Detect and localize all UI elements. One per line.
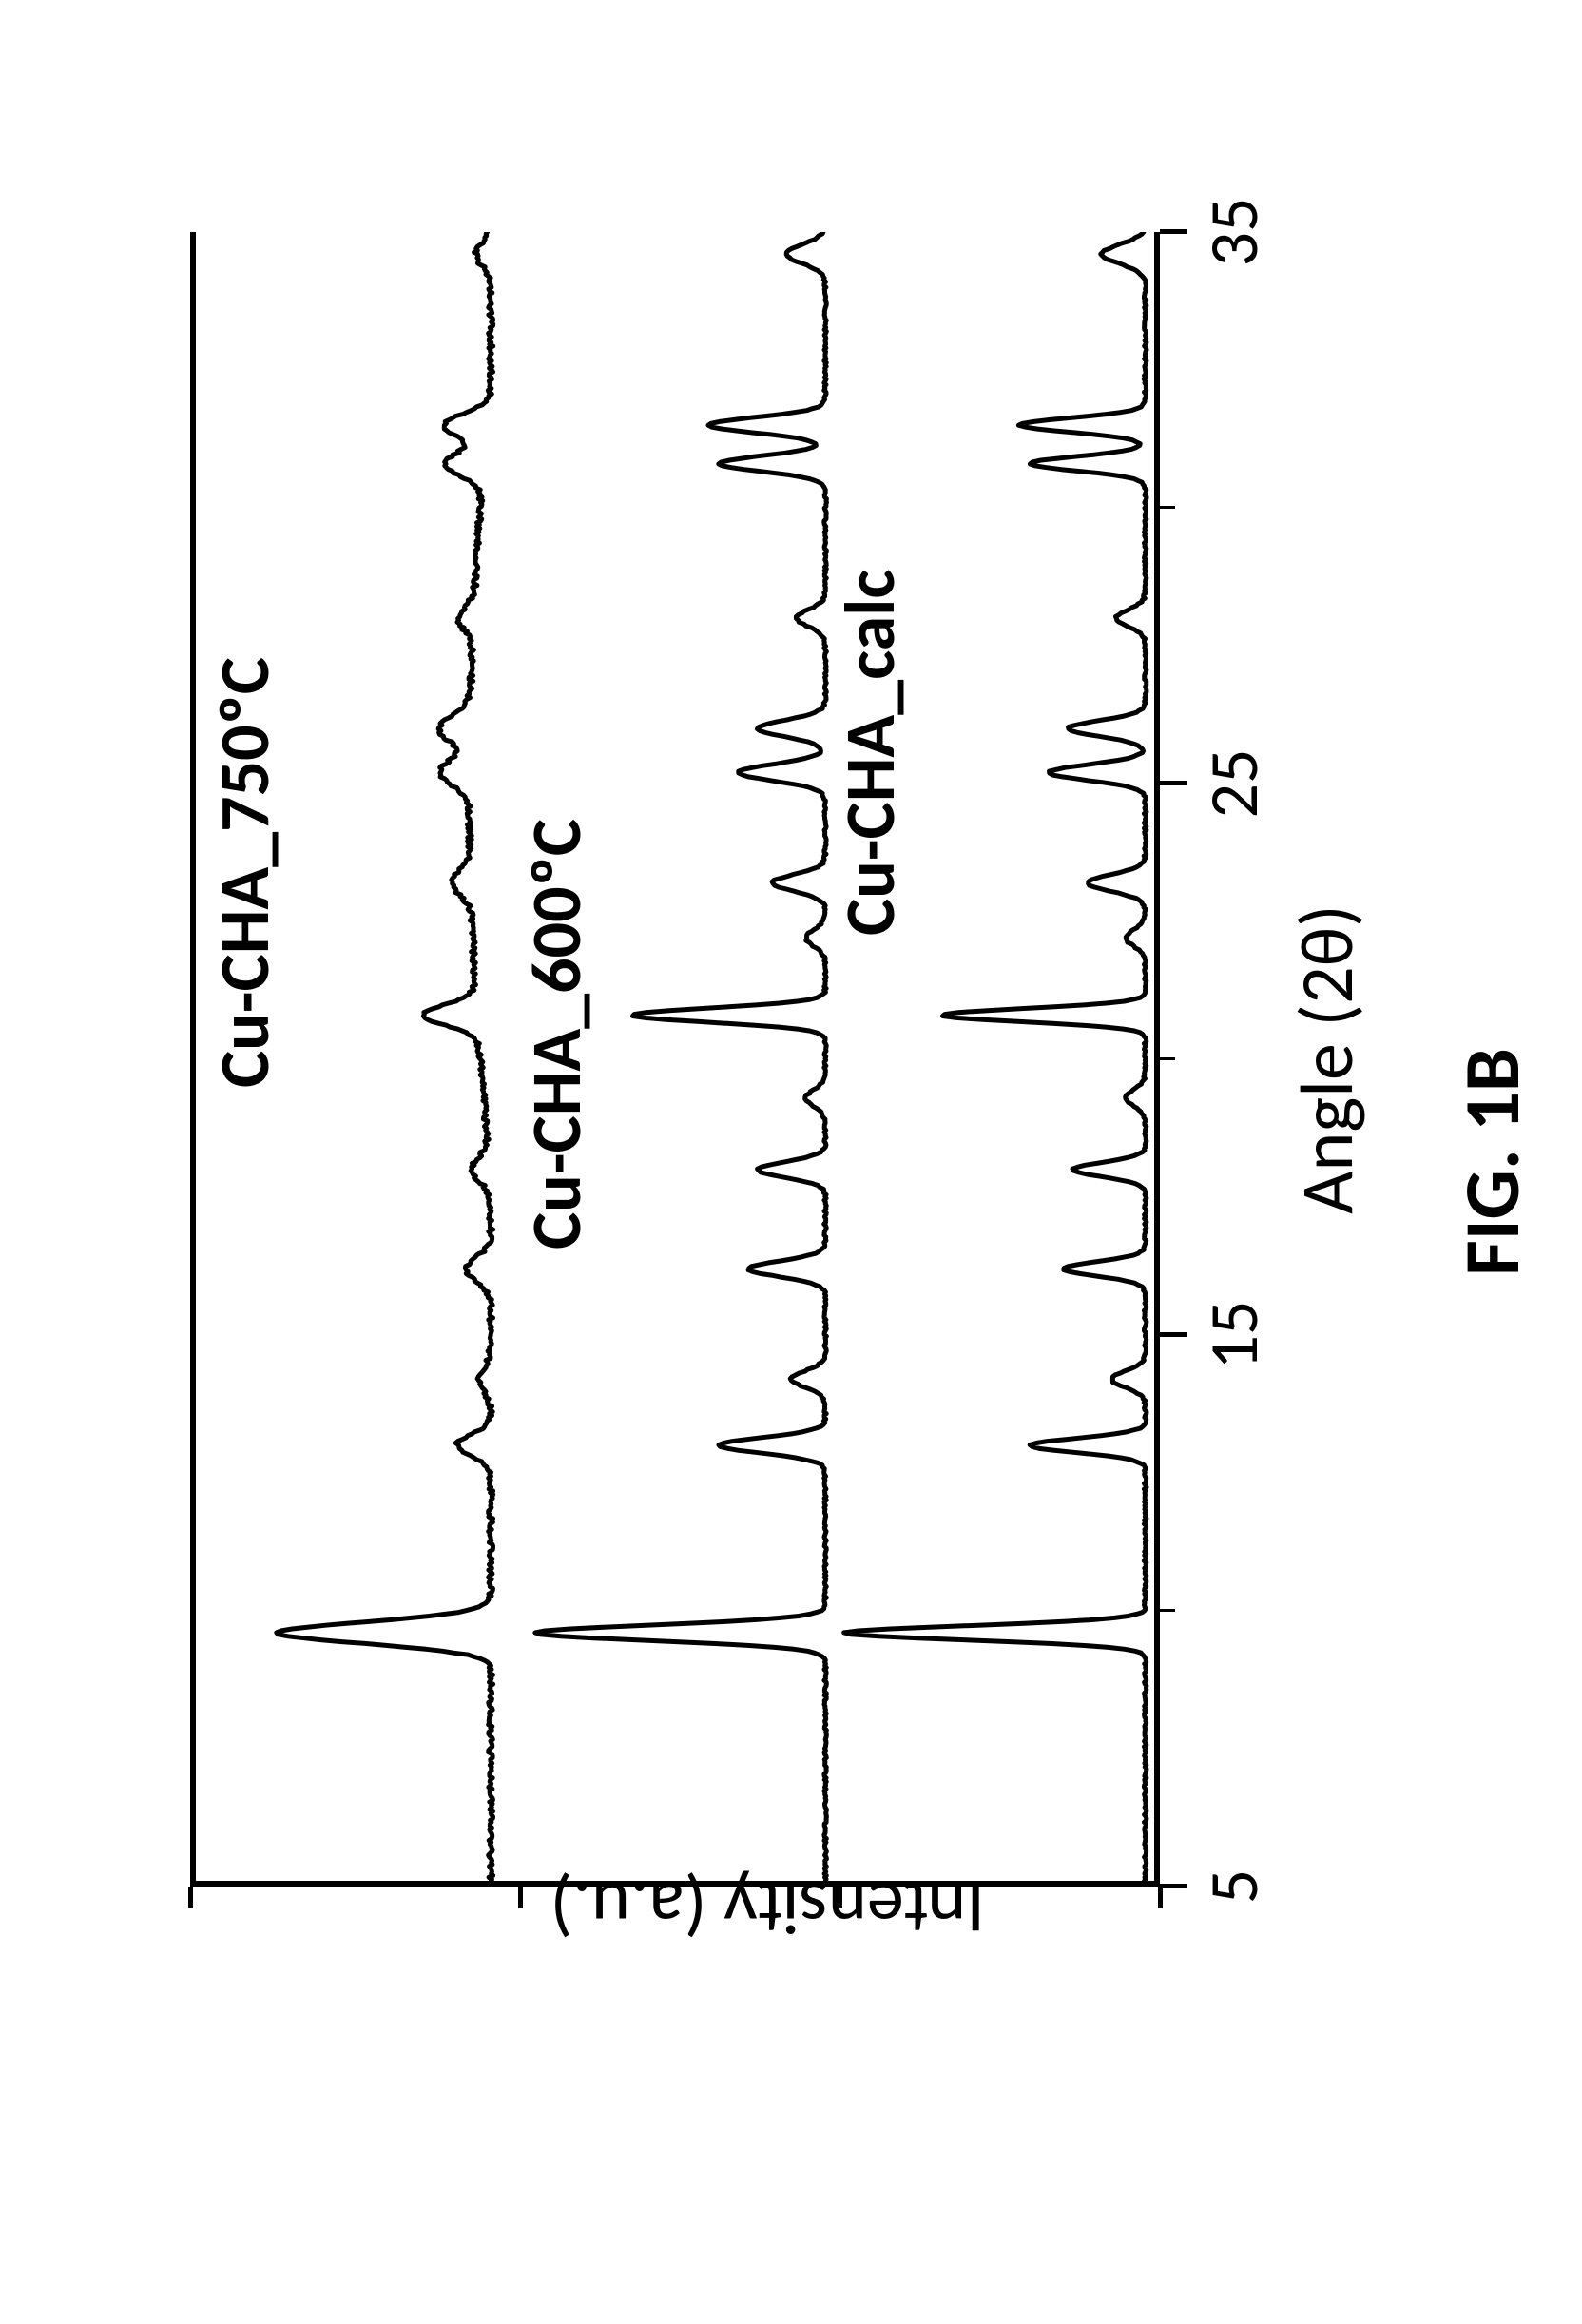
trace-Cu-CHA_calc bbox=[844, 232, 1147, 1887]
series-label-Cu-CHA_750ºC: Cu-CHA_750ºC bbox=[202, 657, 287, 1088]
ytick bbox=[188, 1887, 193, 1908]
trace-Cu-CHA_750ºC bbox=[277, 232, 493, 1887]
series-label-Cu-CHA_calc: Cu-CHA_calc bbox=[827, 570, 913, 936]
xtick-major bbox=[1160, 1332, 1186, 1337]
xtick-minor bbox=[1160, 506, 1175, 509]
xtick-label: 25 bbox=[1192, 749, 1276, 819]
xtick-major bbox=[1160, 781, 1186, 785]
xrd-traces-svg bbox=[190, 232, 1160, 1887]
y-axis-label: Intensity (a.u.) bbox=[550, 1863, 986, 1953]
xtick-minor bbox=[1160, 1609, 1175, 1612]
xtick-label: 15 bbox=[1192, 1301, 1276, 1370]
series-label-Cu-CHA_600ºC: Cu-CHA_600ºC bbox=[513, 819, 599, 1249]
ytick bbox=[838, 1887, 842, 1908]
rotated-canvas: Angle (2θ) Intensity (a.u.) FIG. 1B 5 15 2… bbox=[0, 0, 1582, 2324]
ytick bbox=[1158, 1887, 1163, 1908]
xtick-major bbox=[1160, 1884, 1186, 1888]
xtick-label: 5 bbox=[1192, 1869, 1276, 1905]
ytick bbox=[518, 1887, 523, 1908]
chart-area bbox=[190, 232, 1160, 1887]
x-axis-label: Angle (2θ) bbox=[1282, 904, 1372, 1213]
xtick-label: 35 bbox=[1192, 198, 1276, 267]
figure-caption: FIG. 1B bbox=[1445, 1048, 1540, 1276]
xtick-major bbox=[1160, 229, 1186, 234]
xtick-minor bbox=[1160, 1057, 1175, 1060]
